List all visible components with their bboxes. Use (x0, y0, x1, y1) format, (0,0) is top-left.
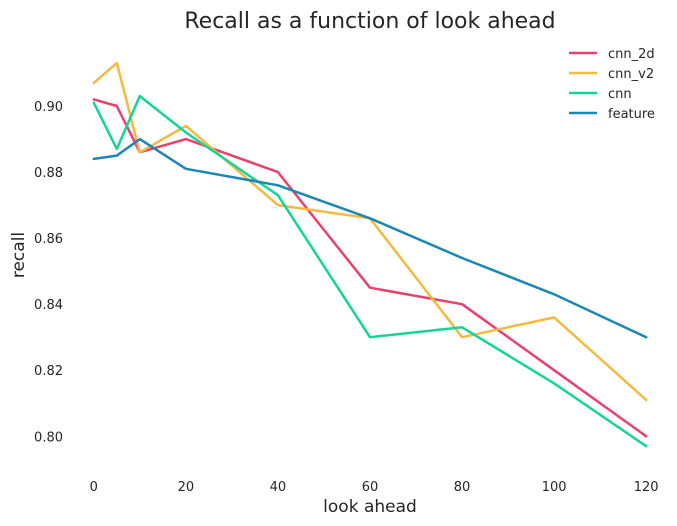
legend-label: feature (608, 107, 655, 122)
x-tick-label: 0 (90, 480, 98, 495)
y-tick-label: 0.88 (34, 166, 63, 181)
x-tick-label: 80 (454, 480, 471, 495)
x-tick-label: 20 (178, 480, 195, 495)
chart-title: Recall as a function of look ahead (184, 9, 555, 34)
legend-item-cnn: cnn (569, 87, 632, 102)
series-line-feature (92, 137, 648, 339)
legend-item-cnn-2d: cnn_2d (569, 47, 655, 62)
legend-label: cnn_v2 (608, 67, 654, 82)
y-axis-label: recall (9, 232, 29, 278)
x-tick-label: 60 (362, 480, 379, 495)
y-tick-label: 0.80 (34, 430, 63, 445)
series-layer (92, 61, 648, 448)
series-line-cnn-v2 (92, 61, 648, 402)
y-tick-label: 0.82 (34, 364, 63, 379)
x-tick-label: 120 (634, 480, 659, 495)
legend-label: cnn (608, 87, 632, 102)
y-tick-label: 0.86 (34, 232, 63, 247)
legend-item-feature: feature (569, 107, 655, 122)
x-tick-label: 100 (542, 480, 567, 495)
series-line-cnn (92, 94, 648, 448)
series-line-cnn-2d (92, 98, 648, 438)
x-tick-label: 40 (270, 480, 287, 495)
y-tick-label: 0.84 (34, 298, 63, 313)
x-axis-label: look ahead (323, 497, 417, 517)
y-tick-label: 0.90 (34, 100, 63, 115)
y-axis-ticks: 0.80 0.82 0.84 0.86 0.88 0.90 (34, 100, 63, 445)
legend-item-cnn-v2: cnn_v2 (569, 67, 654, 82)
legend-label: cnn_2d (608, 47, 655, 62)
x-axis-ticks: 0 20 40 60 80 100 120 (90, 480, 659, 495)
